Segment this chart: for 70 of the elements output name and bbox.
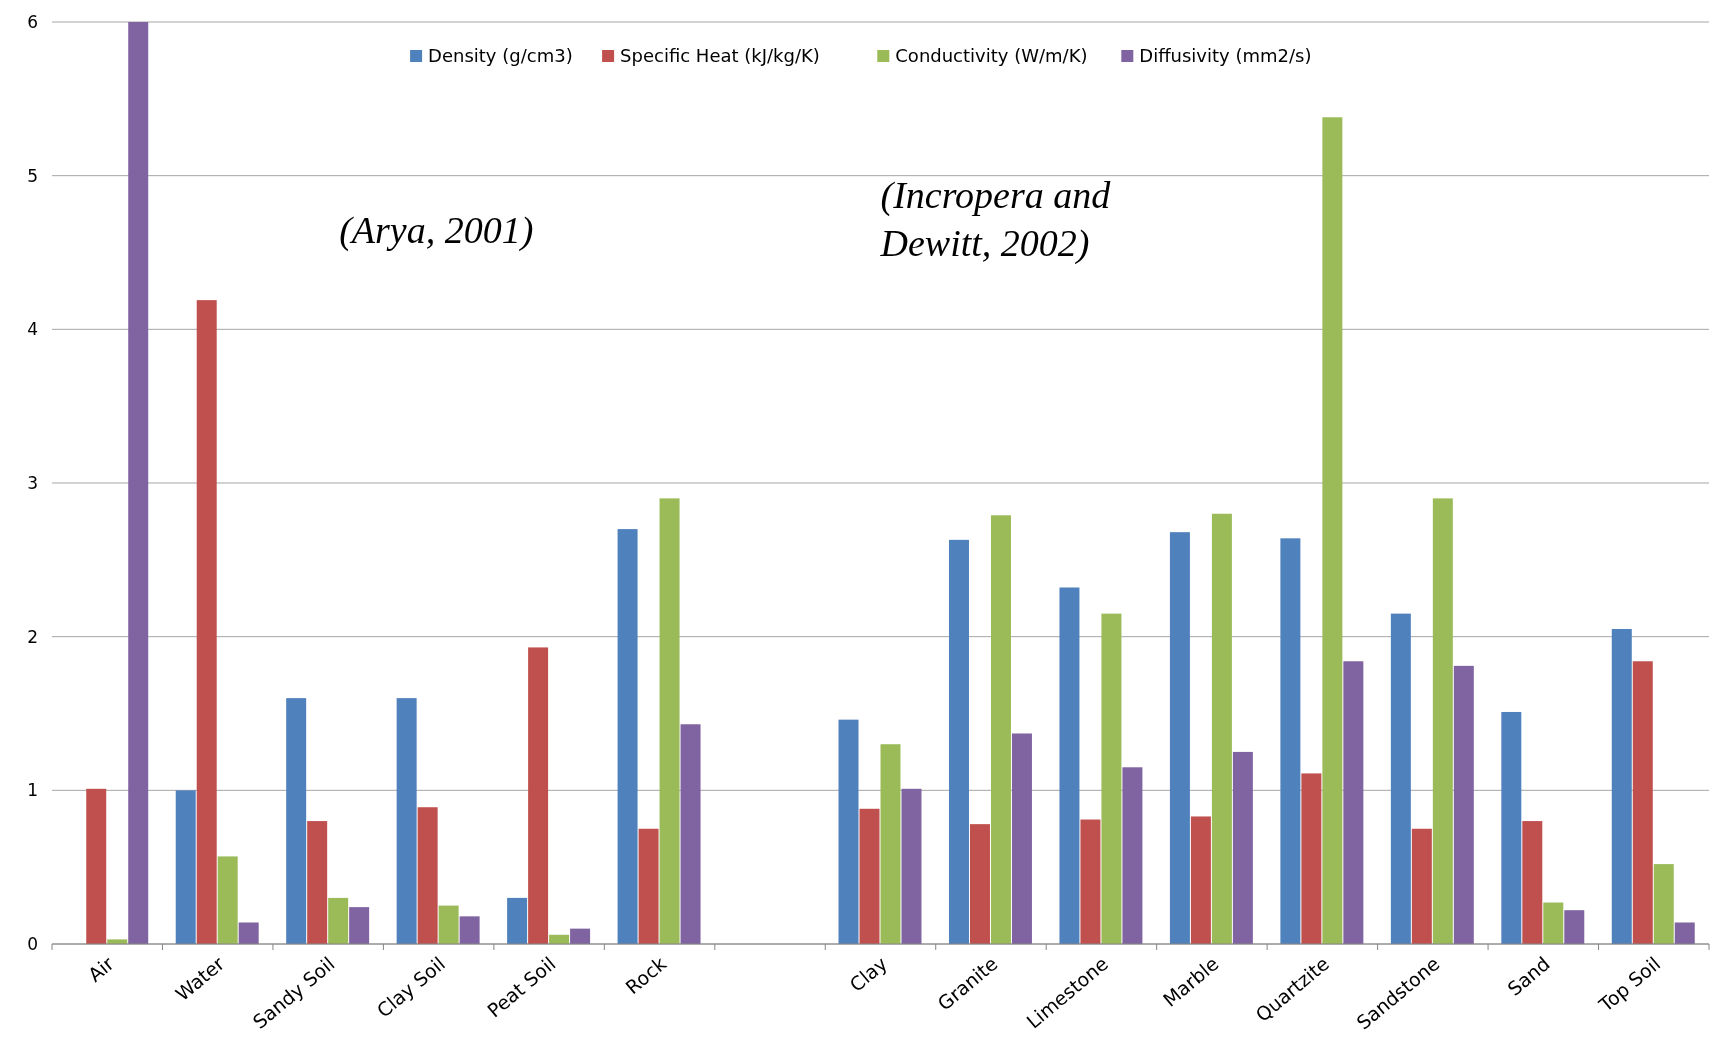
bar: [617, 529, 638, 944]
bar: [238, 922, 259, 944]
legend-label: Conductivity (W/m/K): [895, 45, 1088, 67]
bar: [901, 788, 922, 944]
bar: [175, 790, 196, 944]
legend-label: Diffusivity (mm2/s): [1139, 45, 1312, 67]
bar: [1501, 711, 1522, 944]
bar: [638, 828, 659, 944]
bar: [1169, 532, 1190, 944]
y-tick-label: 4: [27, 319, 38, 340]
bar: [1611, 628, 1632, 944]
bar: [286, 698, 307, 944]
x-tick-label: Clay Soil: [372, 952, 450, 1022]
bar: [680, 724, 701, 944]
bar: [417, 807, 438, 944]
bar: [128, 22, 149, 944]
annotation: (Arya, 2001): [339, 209, 534, 252]
annotation: (Incropera and Dewitt, 2002): [879, 174, 1112, 265]
bar: [1322, 117, 1343, 944]
bar: [1674, 922, 1695, 944]
bar: [396, 698, 417, 944]
bar: [838, 719, 859, 944]
bar: [1653, 864, 1674, 944]
y-tick-label: 3: [27, 472, 38, 493]
y-tick-label: 2: [27, 626, 38, 647]
bar: [1232, 751, 1253, 944]
bar: [307, 821, 328, 944]
bar: [1453, 665, 1474, 944]
legend-label: Density (g/cm3): [428, 45, 573, 67]
bar: [1564, 910, 1585, 944]
bar: [948, 539, 969, 944]
bar: [969, 824, 990, 944]
y-tick-label: 5: [27, 165, 38, 186]
bar: [1080, 819, 1101, 944]
bar: [196, 300, 217, 944]
bar: [459, 916, 480, 944]
bar: [328, 897, 349, 944]
bar: [1543, 902, 1564, 944]
legend-label: Specific Heat (kJ/kg/K): [620, 45, 820, 67]
bar: [880, 744, 901, 944]
bar: [1522, 821, 1543, 944]
bar: [1122, 767, 1143, 944]
x-tick-label: Air: [83, 952, 118, 986]
bar: [1343, 661, 1364, 944]
bar: [507, 897, 528, 944]
bar: [1190, 816, 1211, 944]
y-tick-label: 6: [27, 11, 38, 32]
bar: [990, 515, 1011, 944]
bar: [1301, 773, 1322, 944]
bar: [570, 928, 591, 944]
bar: [438, 905, 459, 944]
x-tick-label: Clay: [845, 952, 892, 996]
bar: [1432, 498, 1453, 944]
bar: [1011, 733, 1032, 944]
bar: [1390, 613, 1411, 944]
bar: [1411, 828, 1432, 944]
y-tick-label: 1: [27, 780, 38, 801]
x-tick-label: Top Soil: [1594, 952, 1665, 1017]
bar: [859, 808, 880, 944]
bar: [1101, 613, 1122, 944]
bar: [659, 498, 680, 944]
bar: [86, 788, 107, 944]
bar: [1280, 538, 1301, 944]
bar: [217, 856, 238, 944]
bar: [1211, 513, 1232, 944]
y-tick-label: 0: [27, 933, 38, 954]
bar: [349, 907, 370, 944]
bar: [528, 647, 549, 944]
bar: [1059, 587, 1080, 944]
bar: [1632, 661, 1653, 944]
